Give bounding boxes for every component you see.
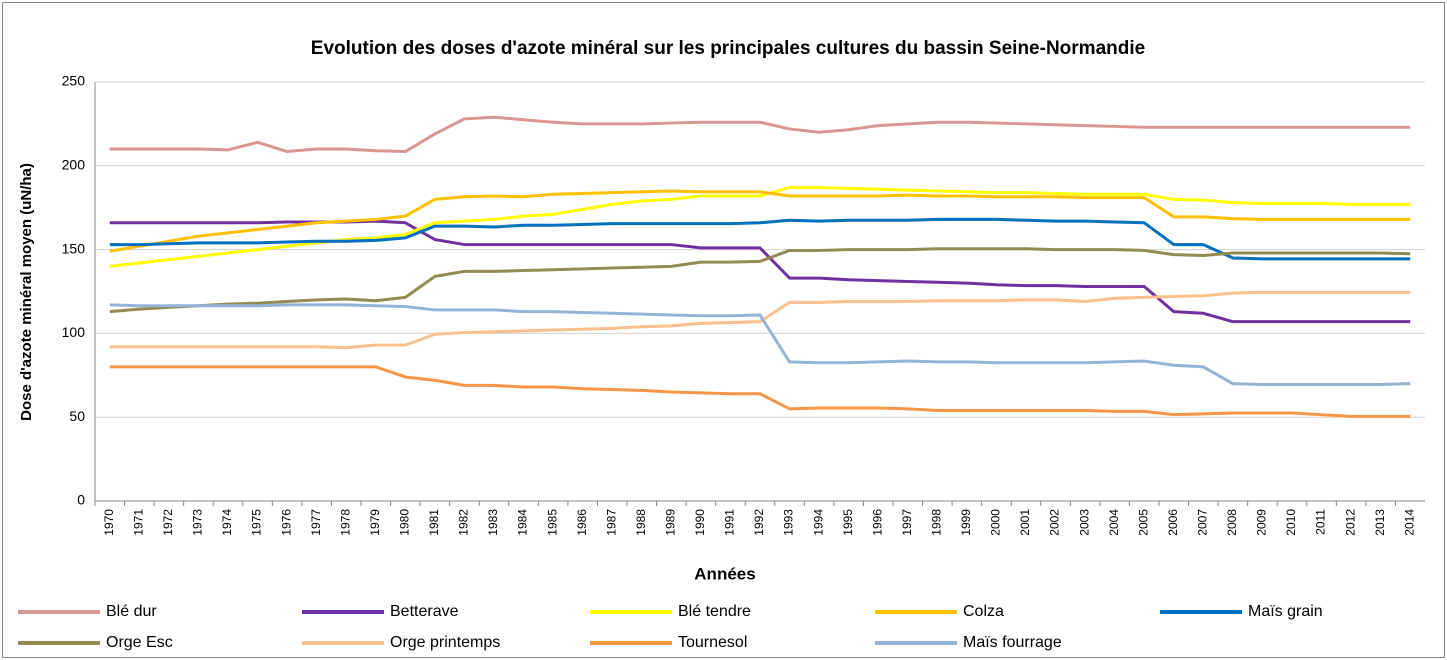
x-tick-label: 2012 [1343, 509, 1357, 536]
x-tick-label: 2009 [1255, 509, 1269, 536]
x-tick-label: 1973 [191, 509, 205, 536]
x-tick-label: 1984 [516, 509, 530, 536]
chart-title: Evolution des doses d'azote minéral sur … [311, 38, 1145, 59]
series-line [109, 365, 1411, 418]
x-tick-label: 1977 [309, 509, 323, 536]
x-tick-label: 2010 [1284, 509, 1298, 536]
x-tick-label: 1970 [102, 509, 116, 536]
x-tick-label: 1976 [279, 509, 293, 536]
x-tick-label: 1990 [693, 509, 707, 536]
x-tick-label: 1989 [664, 509, 678, 536]
y-tick-label: 150 [62, 240, 86, 256]
x-tick-label: 2002 [1048, 509, 1062, 536]
y-tick-label: 250 [62, 73, 86, 89]
series-line [109, 189, 1411, 253]
x-tick-label: 2013 [1373, 509, 1387, 536]
x-tick-label: 2000 [989, 509, 1003, 536]
legend-label: Tournesol [678, 634, 747, 651]
legend-label: Maïs grain [1248, 603, 1323, 620]
legend-label: Betterave [390, 603, 459, 620]
legend-label: Colza [963, 603, 1004, 620]
x-tick-label: 2003 [1077, 509, 1091, 536]
x-tick-label: 1979 [368, 509, 382, 536]
x-tick-label: 1992 [752, 509, 766, 536]
x-tick-label: 1987 [604, 509, 618, 536]
x-tick-label: 1988 [634, 509, 648, 536]
x-tick-label: 2007 [1196, 509, 1210, 536]
x-tick-label: 1972 [161, 509, 175, 536]
x-tick-label: 1974 [220, 509, 234, 536]
series-line [109, 290, 1411, 350]
x-tick-label: 2006 [1166, 509, 1180, 536]
legend-label: Blé dur [106, 603, 157, 620]
x-tick-label: 1994 [811, 509, 825, 536]
x-tick-label: 1998 [930, 509, 944, 536]
legend-label: Orge Esc [106, 634, 173, 651]
legend-label: Maïs fourrage [963, 634, 1062, 651]
x-tick-label: 1978 [338, 509, 352, 536]
x-tick-label: 1980 [398, 509, 412, 536]
x-tick-label: 1975 [250, 509, 264, 536]
x-tick-label: 1983 [486, 509, 500, 536]
x-tick-label: 1997 [900, 509, 914, 536]
x-tick-label: 1991 [723, 509, 737, 536]
y-tick-label: 50 [69, 408, 85, 424]
series-line [109, 247, 1411, 314]
y-tick-label: 200 [62, 157, 86, 173]
x-tick-label: 2014 [1402, 509, 1416, 536]
x-tick-label: 1982 [457, 509, 471, 536]
x-tick-label: 1999 [959, 509, 973, 536]
x-tick-label: 1993 [782, 509, 796, 536]
x-tick-label: 2004 [1107, 509, 1121, 536]
series-line [109, 303, 1411, 387]
y-tick-label: 0 [77, 492, 85, 508]
y-axis-label: Dose d'azote minéral moyen (uN/ha) [18, 163, 35, 421]
x-tick-label: 1971 [132, 509, 146, 536]
x-tick-label: 1985 [545, 509, 559, 536]
x-tick-label: 1995 [841, 509, 855, 536]
legend-label: Orge printemps [390, 634, 500, 651]
y-tick-label: 100 [62, 324, 86, 340]
x-axis-label: Années [694, 564, 755, 583]
x-tick-label: 1981 [427, 509, 441, 536]
legend-label: Blé tendre [678, 603, 751, 620]
x-tick-label: 2001 [1018, 509, 1032, 536]
x-tick-label: 1986 [575, 509, 589, 536]
x-tick-label: 2008 [1225, 509, 1239, 536]
x-tick-label: 1996 [870, 509, 884, 536]
series-line [109, 115, 1411, 154]
x-tick-label: 2011 [1314, 509, 1328, 535]
x-tick-label: 2005 [1136, 509, 1150, 536]
series-line [109, 217, 1411, 261]
